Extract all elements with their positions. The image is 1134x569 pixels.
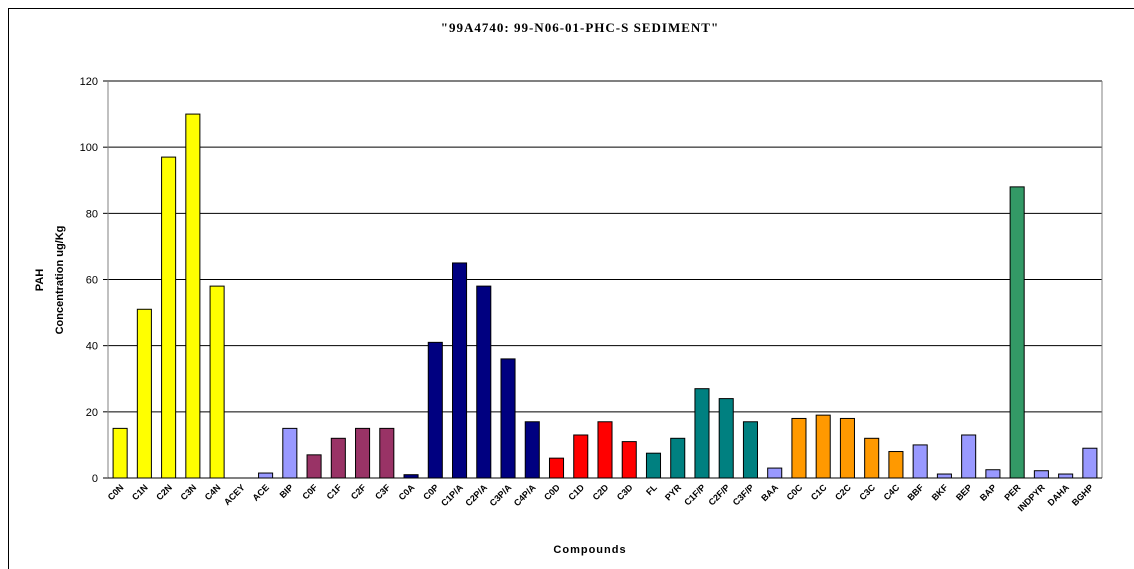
x-tick-label: C1F/P — [682, 482, 707, 507]
y-tick-label: 40 — [86, 341, 98, 353]
x-tick-label: C0A — [397, 482, 417, 502]
bar — [452, 262, 468, 479]
bar — [524, 421, 540, 479]
bar — [936, 473, 952, 479]
x-tick-label: C1F — [325, 482, 344, 501]
bar — [645, 452, 662, 479]
bar — [1033, 470, 1049, 479]
y-tick-label: 100 — [80, 142, 98, 154]
x-tick-label: BIP — [278, 482, 296, 500]
x-tick-label: C3F — [373, 482, 392, 501]
x-tick-label: BBF — [905, 482, 926, 503]
x-tick-label: C1N — [130, 482, 150, 502]
x-tick-label: C2P/A — [463, 482, 489, 508]
bar — [548, 457, 565, 479]
x-tick-label: FL — [644, 482, 659, 497]
bar — [258, 472, 274, 479]
bar — [864, 437, 880, 479]
y-tick-label: 20 — [86, 407, 98, 419]
bar — [355, 427, 371, 479]
x-tick-label: C0P — [421, 482, 440, 501]
bar — [888, 451, 904, 479]
bar — [839, 417, 855, 479]
x-tick-label: BAP — [978, 482, 999, 503]
y-tick-label: 60 — [86, 275, 98, 287]
x-tick-label: C3N — [178, 482, 198, 502]
x-tick-label: DAHA — [1046, 482, 1072, 508]
bar — [961, 434, 977, 479]
x-tick-label: C0F — [300, 482, 319, 501]
x-tick-label: C4N — [203, 482, 223, 502]
bar — [476, 285, 492, 479]
bar — [161, 156, 177, 479]
bar — [597, 421, 613, 479]
y-tick-label: 80 — [86, 208, 98, 220]
x-tick-label: PYR — [663, 482, 684, 503]
x-tick-label: C2N — [154, 482, 174, 502]
bar — [573, 434, 589, 479]
bar — [1082, 447, 1098, 479]
bar — [670, 437, 686, 479]
x-tick-label: C2F/P — [707, 482, 732, 507]
x-tick-label: C2D — [591, 482, 611, 502]
bar — [718, 398, 734, 479]
x-tick-label: BEP — [954, 482, 974, 502]
x-tick-label: C1D — [566, 482, 586, 502]
chart-title: "99A4740: 99-N06-01-PHC-S SEDIMENT" — [441, 20, 719, 35]
x-tick-label: C2C — [833, 482, 853, 502]
bar — [209, 285, 225, 479]
x-tick-label: C3D — [615, 482, 635, 502]
x-tick-label: ACE — [250, 482, 271, 503]
bar — [912, 444, 928, 479]
y-axis-label: Concentration ug/Kg — [54, 226, 66, 335]
x-tick-label: C2F — [349, 482, 368, 501]
x-tick-label: C0N — [106, 482, 126, 502]
x-tick-label: C4P/A — [512, 482, 538, 508]
bar — [1009, 186, 1025, 479]
x-tick-label: C0C — [785, 482, 805, 502]
bar — [1058, 473, 1074, 479]
bar — [815, 414, 831, 479]
bar — [985, 469, 1001, 479]
bar — [742, 421, 758, 479]
bar — [767, 467, 783, 479]
x-tick-label: C3P/A — [488, 482, 514, 508]
bar — [330, 437, 346, 479]
x-tick-label: BAA — [759, 482, 780, 503]
x-tick-label: C1C — [809, 482, 829, 502]
x-tick-label: C0D — [542, 482, 562, 502]
bar — [136, 308, 152, 479]
bar — [185, 113, 201, 479]
bar — [427, 341, 443, 479]
x-tick-label: C4C — [882, 482, 902, 502]
x-tick-label: C3C — [857, 482, 877, 502]
x-tick-label: BKF — [930, 482, 951, 503]
x-tick-label: PER — [1002, 482, 1023, 503]
bar — [791, 417, 807, 479]
bar — [282, 427, 298, 479]
bar — [694, 388, 710, 479]
bar — [306, 454, 322, 479]
x-tick-label: ACEY — [222, 482, 247, 507]
y-axis-label: PAH — [34, 269, 46, 291]
x-tick-label: INDPYR — [1016, 482, 1047, 513]
x-tick-label: BGHP — [1070, 482, 1095, 507]
chart-frame — [8, 8, 1134, 569]
x-tick-label: C3F/P — [731, 482, 756, 507]
bar — [112, 427, 128, 479]
bar — [621, 441, 637, 479]
bar — [500, 358, 516, 479]
bar — [379, 427, 395, 479]
x-tick-label: C1P/A — [439, 482, 465, 508]
x-axis-label: Compounds — [553, 544, 626, 556]
y-tick-label: 120 — [80, 76, 98, 88]
y-tick-label: 0 — [92, 473, 98, 485]
